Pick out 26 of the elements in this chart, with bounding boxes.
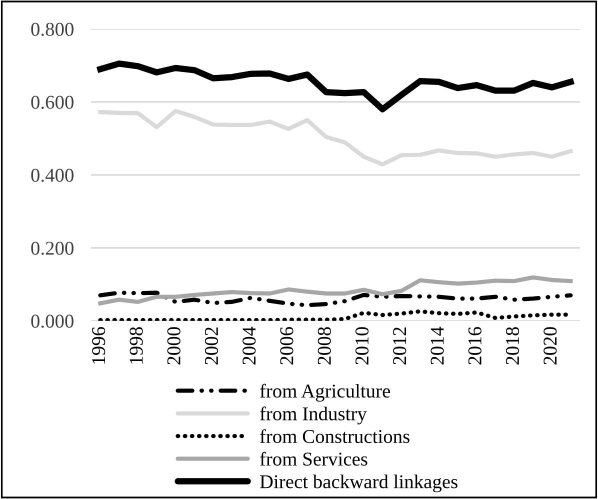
- y-tick-label: 0.800: [31, 22, 74, 36]
- y-tick-label: 0.000: [31, 314, 74, 328]
- x-tick-label: 2008: [318, 327, 331, 364]
- x-tick-label: 1998: [130, 327, 143, 364]
- y-tick-label: 0.200: [31, 242, 74, 255]
- x-tick-label: 2014: [430, 326, 444, 364]
- x-tick-label: 2010: [355, 327, 369, 364]
- line-series: [98, 275, 573, 306]
- legend-label: from Constructions: [260, 429, 410, 444]
- legend-label: from Industry: [260, 406, 367, 424]
- y-tick-label: 0.600: [31, 96, 74, 109]
- x-tick-label: 2004: [242, 326, 256, 364]
- x-tick-label: 1996: [92, 326, 106, 364]
- x-tick-label: 2006: [280, 326, 294, 364]
- legend-label: from Agriculture: [260, 384, 390, 402]
- legend-label: Direct backward linkages: [260, 474, 458, 492]
- x-tick-label: 2012: [393, 327, 406, 364]
- line-series: [98, 290, 573, 308]
- x-tick-label: 2016: [468, 326, 482, 364]
- x-tick-label: 2020: [544, 327, 557, 364]
- x-tick-label: 2000: [167, 327, 180, 364]
- line-series: [98, 108, 573, 166]
- legend-label: from Services: [260, 452, 368, 466]
- x-tick-label: 2002: [204, 327, 218, 364]
- x-tick-label: 2018: [506, 327, 520, 364]
- y-tick-label: 0.400: [31, 168, 74, 182]
